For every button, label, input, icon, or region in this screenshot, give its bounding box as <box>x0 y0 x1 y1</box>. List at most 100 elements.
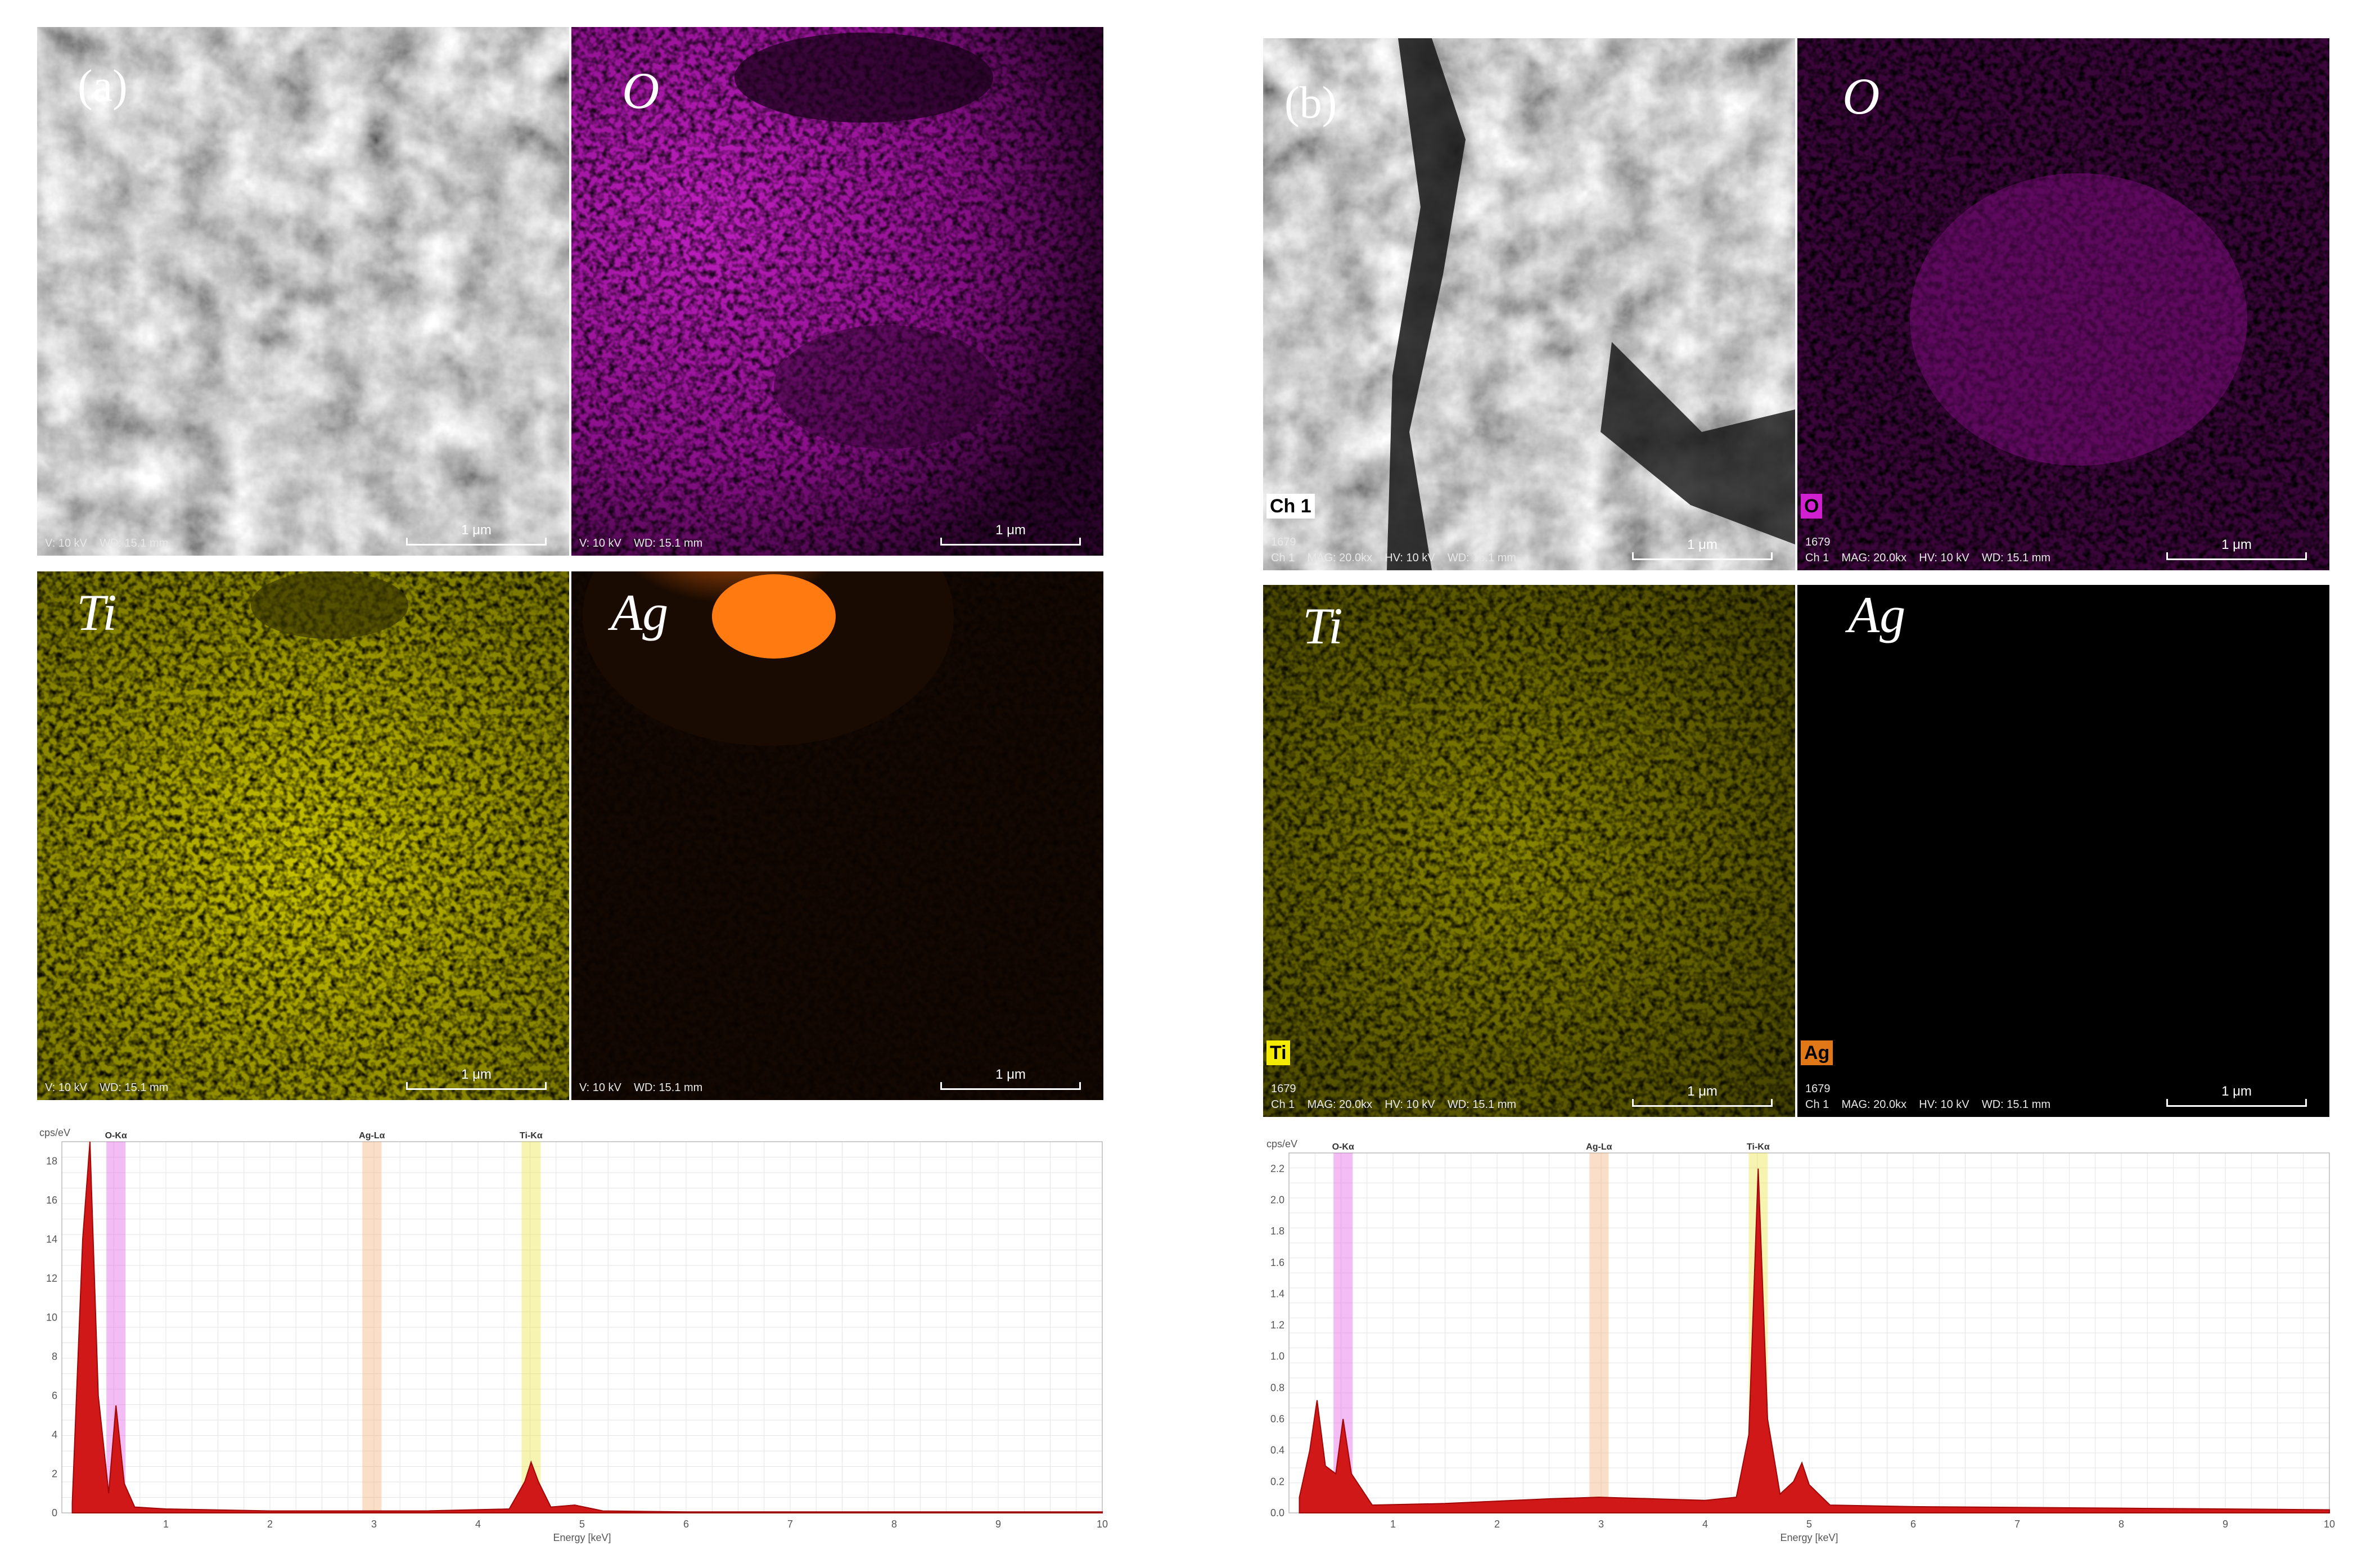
y-tick-label: 1.2 <box>1270 1319 1284 1331</box>
x-tick-label: 4 <box>475 1519 481 1530</box>
y-tick-label: 0.2 <box>1270 1476 1284 1487</box>
x-tick-label: 2 <box>1494 1519 1500 1530</box>
titanium-texture <box>37 571 569 1100</box>
x-tick-label: 8 <box>891 1519 897 1530</box>
y-tick-label: 2.0 <box>1270 1194 1284 1205</box>
tile-footer: V: 10 kV WD: 15.1 mm <box>45 1082 169 1094</box>
scale-bar: 1 μm <box>1632 538 1773 560</box>
y-tick-label: 0.0 <box>1270 1507 1284 1519</box>
element-label-ti: Ti <box>1302 597 1343 655</box>
line-band <box>521 1142 541 1513</box>
line-tag: Ti-Kα <box>520 1131 543 1141</box>
x-tick-label: 9 <box>2223 1519 2228 1530</box>
y-tick-label: 4 <box>52 1429 57 1440</box>
x-tick-label: 7 <box>787 1519 793 1530</box>
x-tick-label: 1 <box>1390 1519 1396 1530</box>
scale-bar: 1 μm <box>1632 1084 1773 1107</box>
y-tick-label: 1.6 <box>1270 1257 1284 1268</box>
element-map-o-b: O O 1679 Ch 1 MAG: 20.0kx HV: 10 kV WD: 1… <box>1797 38 2329 570</box>
sem-image-b: (b) Ch 1 1679 Ch 1 MAG: 20.0kx HV: 10 kV … <box>1263 38 1795 570</box>
y-tick-label: 0.8 <box>1270 1382 1284 1393</box>
silver-texture <box>571 571 1103 1100</box>
tile-footer: V: 10 kV WD: 15.1 mm <box>45 537 169 549</box>
channel-badge: Ag <box>1801 1040 1833 1065</box>
eds-spectrum-b: O-Kα Ag-Lα Ti-Kα 0.0 0.2 0.4 0.6 0.8 1.0 1.2 1.4 1.… <box>1250 1130 2341 1547</box>
x-tick-label: 3 <box>371 1519 377 1530</box>
spectrum-plot-b: O-Kα Ag-Lα Ti-Kα 0.0 0.2 0.4 0.6 0.8 1.0 1.2 1.4 1.… <box>1266 1138 2335 1543</box>
scale-bar: 1 μm <box>406 523 547 546</box>
line-tag: Ag-Lα <box>359 1131 385 1141</box>
scale-bar: 1 μm <box>2166 1084 2307 1107</box>
y-unit-label: cps/eV <box>1266 1138 1297 1150</box>
y-tick-label: 1.0 <box>1270 1351 1284 1362</box>
silver-texture <box>1797 585 2329 1117</box>
spectrum-area <box>71 1141 1103 1513</box>
scale-bar: 1 μm <box>406 1067 547 1090</box>
element-map-ag-b: Ag Ag 1679 Ch 1 MAG: 20.0kx HV: 10 kV WD:… <box>1797 585 2329 1117</box>
x-tick-label: 6 <box>1910 1519 1916 1530</box>
x-tick-label: 3 <box>1598 1519 1604 1530</box>
line-tag: O-Kα <box>1332 1142 1354 1152</box>
y-tick-label: 10 <box>46 1312 57 1323</box>
y-tick-label: 12 <box>46 1273 57 1284</box>
y-tick-label: 0.4 <box>1270 1445 1284 1456</box>
tile-footer: 1679 Ch 1 MAG: 20.0kx HV: 10 kV WD: 15.1 … <box>1271 536 1517 564</box>
y-tick-label: 0.6 <box>1270 1413 1284 1425</box>
channel-badge: Ti <box>1266 1040 1290 1065</box>
channel-badge: Ch 1 <box>1266 494 1315 519</box>
tile-footer: 1679 Ch 1 MAG: 20.0kx HV: 10 kV WD: 15.1 … <box>1271 1083 1517 1111</box>
element-map-ag-a: Ag V: 10 kV WD: 15.1 mm 1 μm <box>571 571 1103 1100</box>
x-tick-label: 7 <box>2014 1519 2020 1530</box>
panel-letter-b: (b) <box>1284 78 1337 128</box>
y-tick-label: 1.8 <box>1270 1225 1284 1237</box>
line-tag: O-Kα <box>105 1131 127 1141</box>
x-tick-label: 5 <box>1806 1519 1812 1530</box>
element-label-o: O <box>1842 67 1880 125</box>
spectrum-area <box>1299 1168 2330 1513</box>
x-tick-label: 9 <box>995 1519 1001 1530</box>
x-tick-label: 10 <box>2324 1519 2335 1530</box>
element-label-o: O <box>622 62 660 119</box>
x-tick-label: 5 <box>579 1519 585 1530</box>
line-band <box>362 1142 382 1513</box>
y-tick-label: 14 <box>46 1234 57 1245</box>
y-tick-label: 1.4 <box>1270 1288 1284 1299</box>
sem-texture <box>1263 38 1795 570</box>
line-band <box>1589 1153 1609 1513</box>
element-label-ag: Ag <box>611 584 669 641</box>
tile-footer: 1679 Ch 1 MAG: 20.0kx HV: 10 kV WD: 15.1 … <box>1805 1083 2051 1111</box>
y-tick-label: 6 <box>52 1390 57 1402</box>
x-tick-label: 4 <box>1702 1519 1708 1530</box>
y-tick-label: 16 <box>46 1195 57 1206</box>
scale-bar: 1 μm <box>2166 538 2307 560</box>
panel-letter-a: (a) <box>78 61 128 111</box>
x-tick-label: 10 <box>1097 1519 1108 1530</box>
line-tag: Ag-Lα <box>1586 1142 1612 1152</box>
tile-footer: V: 10 kV WD: 15.1 mm <box>579 1082 703 1094</box>
tile-footer: 1679 Ch 1 MAG: 20.0kx HV: 10 kV WD: 15.1 … <box>1805 536 2051 564</box>
x-tick-label: 1 <box>163 1519 169 1530</box>
oxygen-texture <box>571 27 1103 556</box>
oxygen-texture <box>1797 38 2329 570</box>
sem-texture <box>37 27 569 556</box>
element-label-ag: Ag <box>1848 586 1906 643</box>
scale-bar: 1 μm <box>940 1067 1081 1090</box>
sem-image-a: (a) V: 10 kV WD: 15.1 mm 1 μm <box>37 27 569 556</box>
x-axis-title: Energy [keV] <box>1780 1532 1838 1543</box>
x-tick-label: 8 <box>2118 1519 2124 1530</box>
x-axis-title: Energy [keV] <box>553 1532 611 1543</box>
element-map-ti-b: Ti Ti 1679 Ch 1 MAG: 20.0kx HV: 10 kV WD:… <box>1263 585 1795 1117</box>
y-tick-label: 18 <box>46 1156 57 1167</box>
x-tick-label: 2 <box>267 1519 273 1530</box>
element-map-o-a: O V: 10 kV WD: 15.1 mm 1 μm <box>571 27 1103 556</box>
line-tag: Ti-Kα <box>1747 1142 1770 1152</box>
y-tick-label: 2 <box>52 1468 57 1480</box>
y-tick-label: 2.2 <box>1270 1163 1284 1174</box>
x-tick-label: 6 <box>683 1519 689 1530</box>
titanium-texture <box>1263 585 1795 1117</box>
element-label-ti: Ti <box>76 584 117 641</box>
y-tick-label: 0 <box>52 1507 57 1519</box>
element-map-ti-a: Ti V: 10 kV WD: 15.1 mm 1 μm <box>37 571 569 1100</box>
tile-footer: V: 10 kV WD: 15.1 mm <box>579 537 703 549</box>
